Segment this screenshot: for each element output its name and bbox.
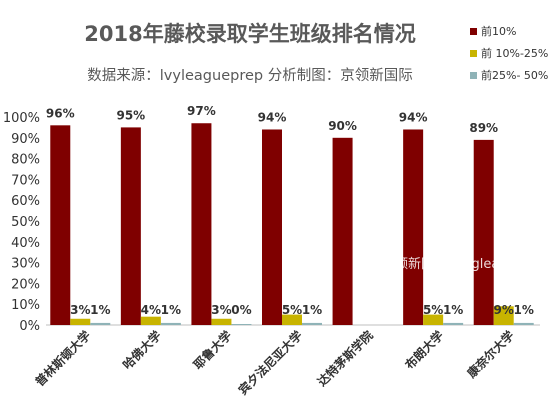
bar-top25-50 <box>443 322 464 325</box>
y-tick-label: 50% <box>11 215 40 230</box>
bar-top10-25 <box>493 306 514 325</box>
bar-top25-50 <box>302 322 322 325</box>
x-tick-label: 宾夕法尼亚大学 <box>235 328 305 398</box>
legend-swatch-top10-25 <box>470 49 477 57</box>
data-label: 95% <box>116 108 145 122</box>
data-label: 1% <box>90 303 110 317</box>
data-label: 3% <box>211 303 231 317</box>
x-tick-label: 哈佛大学 <box>119 328 164 373</box>
legend-swatch-top25-50 <box>470 71 477 79</box>
bar-top10 <box>50 125 71 325</box>
chart-legend: 前10% 前 10%-25% 前25%- 50% <box>470 20 548 86</box>
data-label: 1% <box>302 303 322 317</box>
legend-item-top25-50: 前25%- 50% <box>470 64 548 86</box>
y-tick-label: 70% <box>11 173 40 188</box>
data-label: 3% <box>70 303 90 317</box>
y-tick-label: 20% <box>11 277 40 292</box>
data-label: 89% <box>469 121 498 135</box>
data-label: 94% <box>399 110 428 124</box>
bar-top10 <box>403 129 424 325</box>
legend-item-top10: 前10% <box>470 20 548 42</box>
watermark-text: 京领新国际 Kinglead01 <box>382 256 524 272</box>
y-tick-label: 90% <box>11 132 40 147</box>
bar-top10 <box>120 127 141 326</box>
x-tick-label: 布朗大学 <box>402 328 447 373</box>
data-label: 0% <box>231 303 251 317</box>
y-tick-label: 60% <box>11 194 40 209</box>
y-tick-label: 40% <box>11 236 40 251</box>
data-label: 94% <box>258 110 287 124</box>
chart-subtitle: 数据来源：lvyleagueprep 分析制图：京领新国际 <box>87 68 413 84</box>
data-label: 4% <box>141 303 161 317</box>
y-tick-label: 10% <box>11 298 40 313</box>
data-label: 1% <box>443 303 463 317</box>
bar-top10 <box>191 123 212 326</box>
legend-label-top25-50: 前25%- 50% <box>481 69 549 82</box>
bar-top25-50 <box>160 322 181 325</box>
data-label: 96% <box>46 106 75 120</box>
bar-top10-25 <box>211 318 232 325</box>
data-label: 90% <box>328 119 357 133</box>
bar-top25-50 <box>90 322 111 325</box>
bar-top25-50 <box>231 324 252 325</box>
y-tick-label: 80% <box>11 153 40 168</box>
y-tick-label: 100% <box>3 111 40 126</box>
bar-top10-25 <box>282 314 302 325</box>
chart-title: 2018年藤校录取学生班级排名情况 <box>84 22 416 46</box>
bar-top10-25 <box>423 314 444 325</box>
bar-top10 <box>262 129 282 325</box>
data-label: 9% <box>494 303 514 317</box>
data-label: 1% <box>514 303 534 317</box>
legend-swatch-top10 <box>470 27 477 35</box>
x-tick-label: 康奈尔大学 <box>464 328 517 381</box>
x-tick-label: 耶鲁大学 <box>190 328 235 373</box>
bar-top10 <box>332 137 353 325</box>
bar-top25-50 <box>513 322 534 325</box>
x-tick-label: 普林斯顿大学 <box>32 328 94 390</box>
bar-top10-25 <box>70 318 91 325</box>
bar-top10-25 <box>140 316 161 325</box>
data-label: 1% <box>161 303 181 317</box>
legend-label-top10: 前10% <box>481 25 517 38</box>
data-label: 5% <box>282 303 302 317</box>
bar-top10 <box>473 139 494 325</box>
legend-item-top10-25: 前 10%-25% <box>470 42 548 64</box>
y-tick-label: 30% <box>11 257 40 272</box>
y-tick-label: 0% <box>19 319 40 334</box>
legend-label-top10-25: 前 10%-25% <box>481 47 549 60</box>
data-label: 5% <box>423 303 443 317</box>
x-tick-label: 达特茅斯学院 <box>314 328 376 390</box>
data-label: 97% <box>187 104 216 118</box>
